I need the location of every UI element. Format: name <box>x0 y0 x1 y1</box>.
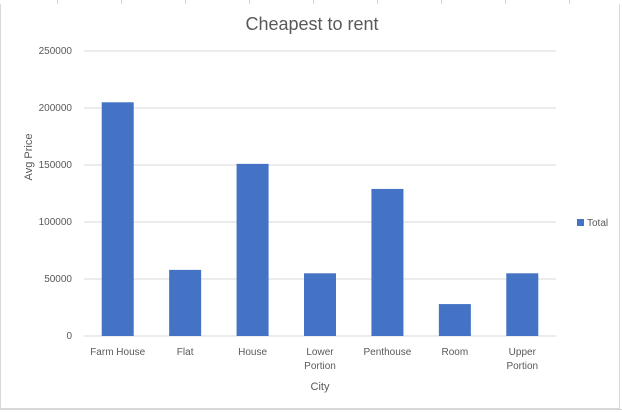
bar <box>304 273 336 336</box>
legend-swatch <box>577 219 584 226</box>
x-tick-label-line: Portion <box>506 361 538 372</box>
x-tick-label-line: House <box>238 347 267 358</box>
sheet-gridline <box>505 0 506 6</box>
x-tick-label-line: Flat <box>177 347 194 358</box>
x-tick-label-line: Portion <box>304 361 336 372</box>
sheet-gridline <box>185 0 186 6</box>
bar <box>101 102 134 336</box>
x-tick-label: Upper Portion <box>506 347 538 372</box>
sheet-gridline <box>313 0 314 6</box>
y-tick-label: 150000 <box>39 160 73 171</box>
bar <box>169 269 202 336</box>
bar <box>438 304 471 336</box>
sheet-gridline <box>441 0 442 6</box>
y-tick-label: 100000 <box>39 217 73 228</box>
x-tick-label: House <box>238 347 267 358</box>
y-axis-ticks: 0 50000 100000 150000 200000 250000 <box>39 46 73 342</box>
y-tick-label: 50000 <box>44 274 72 285</box>
bar <box>236 163 269 336</box>
x-axis-title: City <box>311 381 330 393</box>
x-tick-label: Room <box>442 347 469 358</box>
legend: Total <box>577 218 608 229</box>
x-tick-label-line: Upper <box>509 347 537 358</box>
x-tick-label-line: Room <box>442 347 469 358</box>
sheet-gridline <box>57 0 58 6</box>
legend-label: Total <box>587 218 608 229</box>
x-tick-label-line: Penthouse <box>364 347 412 358</box>
x-tick-label-line: Lower <box>306 347 334 358</box>
x-tick-label: Farm House <box>90 347 145 358</box>
y-tick-label: 250000 <box>39 46 73 57</box>
x-tick-label: Penthouse <box>364 347 412 358</box>
x-tick-label: Flat <box>177 347 194 358</box>
sheet-gridline <box>0 409 622 410</box>
x-tick-label-line: Farm House <box>90 347 145 358</box>
bars <box>101 102 539 336</box>
sheet-gridline <box>569 0 570 6</box>
sheet-gridline <box>249 0 250 6</box>
x-tick-label: Lower Portion <box>304 347 336 372</box>
y-tick-label: 0 <box>66 331 72 342</box>
sheet-gridline <box>377 0 378 6</box>
bar <box>506 273 539 336</box>
bar <box>371 188 404 336</box>
x-axis-ticks: Farm House Flat House Lower Portion Penthouse… <box>90 347 538 372</box>
chart-title: Cheapest to rent <box>245 14 378 34</box>
sheet-gridline <box>121 0 122 6</box>
y-axis-title: Avg Price <box>23 134 35 181</box>
y-tick-label: 200000 <box>39 103 73 114</box>
